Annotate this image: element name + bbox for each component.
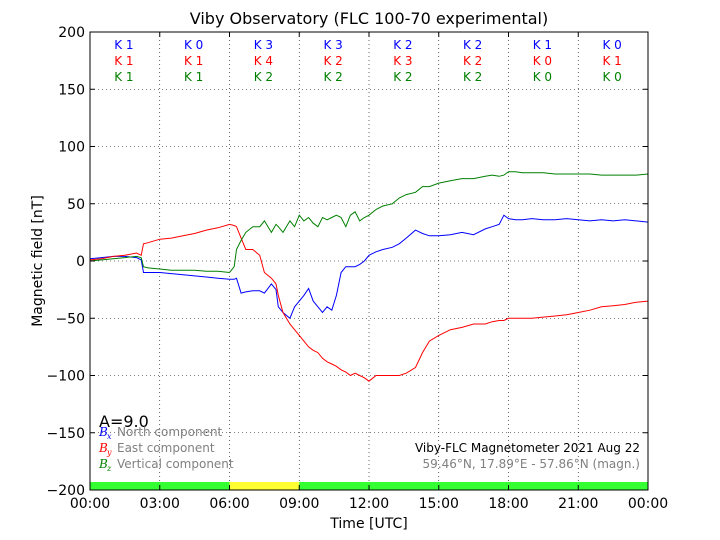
k-index-label: K 1 [114, 38, 133, 52]
y-tick-label: −150 [47, 426, 85, 442]
activity-segment [299, 482, 648, 490]
y-tick-label: 0 [76, 254, 85, 270]
k-index-label: K 3 [323, 38, 342, 52]
x-tick-label: 00:00 [628, 496, 668, 512]
x-axis-label: Time [UTC] [329, 516, 407, 532]
k-index-label: K 2 [463, 54, 482, 68]
y-tick-label: 150 [58, 82, 85, 98]
k-index-label: K 1 [184, 70, 203, 84]
y-tick-label: 50 [67, 197, 85, 213]
legend-symbol-y: B [98, 441, 108, 455]
series-line-y [89, 223, 649, 382]
k-index-label: K 2 [393, 38, 412, 52]
k-index-label: K 0 [184, 38, 203, 52]
legend-symbol-z: B [98, 457, 108, 471]
x-tick-label: 00:00 [70, 496, 110, 512]
k-index-label: K 4 [254, 54, 273, 68]
k-index-label: K 0 [602, 38, 621, 52]
y-tick-label: 200 [58, 25, 85, 41]
x-tick-label: 15:00 [419, 496, 459, 512]
k-index-label: K 2 [323, 70, 342, 84]
k-index-label: K 1 [533, 38, 552, 52]
legend-subscript-z: z [106, 464, 112, 473]
y-tick-label: 100 [58, 140, 85, 156]
k-index-label: K 2 [323, 54, 342, 68]
series-layer [89, 171, 649, 382]
legend-symbol-x: B [98, 425, 108, 439]
x-tick-label: 09:00 [279, 496, 319, 512]
x-tick-label: 06:00 [209, 496, 249, 512]
k-index-label: K 0 [533, 70, 552, 84]
legend-label-y: East component [117, 441, 215, 455]
k-index-label: K 2 [254, 70, 273, 84]
x-tick-label: 21:00 [558, 496, 598, 512]
k-index-label: K 1 [114, 54, 133, 68]
y-tick-label: −100 [47, 369, 85, 385]
footer-instrument: Viby-FLC Magnetometer 2021 Aug 22 [415, 441, 640, 455]
y-axis-label: Magnetic field [nT] [30, 195, 46, 327]
k-index-label: K 3 [393, 54, 412, 68]
legend-subscript-y: y [106, 448, 112, 457]
chart-title: Viby Observatory (FLC 100-70 experimenta… [190, 9, 549, 28]
series-line-z [89, 171, 649, 274]
y-tick-label: −50 [55, 311, 85, 327]
k-index-table: K 1 K 0 K 3 K 3 K 2 K 2 K 1 K 0 K 1 K 1 K 4 K 2 K 3 K… [114, 38, 622, 84]
series-line-x [89, 214, 649, 320]
k-index-label: K 2 [463, 70, 482, 84]
legend-label-z: Vertical component [117, 457, 234, 471]
k-index-label: K 0 [533, 54, 552, 68]
k-index-label: K 0 [602, 70, 621, 84]
footer-coordinates: 59.46°N, 17.89°E - 57.86°N (magn.) [423, 457, 640, 471]
activity-segment [229, 482, 300, 490]
y-tick-label: −200 [47, 483, 85, 499]
legend-subscript-x: x [107, 432, 112, 441]
k-index-label: K 3 [254, 38, 273, 52]
x-tick-label: 12:00 [349, 496, 389, 512]
k-index-label: K 2 [393, 70, 412, 84]
axis-ticks: 00:00 03:00 06:00 09:00 12:00 15:00 18:00 21:00… [47, 25, 669, 512]
k-index-label: K 1 [602, 54, 621, 68]
x-tick-label: 18:00 [488, 496, 528, 512]
x-tick-label: 03:00 [140, 496, 180, 512]
k-index-label: K 1 [114, 70, 133, 84]
grid-layer [90, 32, 648, 490]
k-index-label: K 1 [184, 54, 203, 68]
activity-index-label: A=9.0 [99, 412, 149, 431]
k-index-label: K 2 [463, 38, 482, 52]
legend-label-x: North component [117, 425, 223, 439]
